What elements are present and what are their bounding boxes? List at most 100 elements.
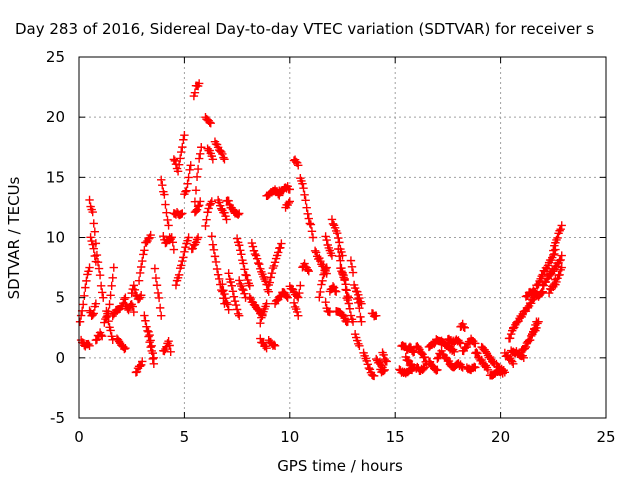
data-point [146,230,155,240]
data-point [204,204,213,213]
data-point [419,364,428,373]
data-point [193,233,203,242]
data-point [348,317,358,326]
data-point [80,291,89,301]
data-point [404,356,414,366]
data-point [107,281,116,290]
data-point [84,267,93,276]
data-point [130,285,140,295]
data-point [185,165,194,175]
data-point [321,264,330,274]
data-point [100,318,109,327]
data-point [243,275,252,285]
data-point [462,342,472,352]
data-point [153,288,163,298]
data-point [213,270,223,279]
data-point [552,277,561,287]
data-point [154,293,164,303]
data-point [197,143,206,152]
data-point [161,200,170,209]
data-point [557,221,566,230]
data-point [221,211,230,221]
data-point [166,347,175,357]
data-point [194,154,204,163]
data-point [219,286,228,295]
data-point [158,181,167,190]
data-point [91,257,101,266]
data-point [298,179,307,188]
data-point [96,330,106,340]
data-point [285,185,294,194]
y-tick-label: 15 [46,168,65,186]
data-point [89,219,98,228]
data-point [190,88,200,97]
data-point [132,367,142,376]
data-point [459,322,468,332]
data-point [534,317,543,326]
data-point [256,334,265,343]
data-point [330,223,340,233]
data-point [222,215,231,224]
data-point [471,339,480,348]
data-point [242,271,251,280]
data-point [331,287,341,296]
data-point [362,356,371,366]
data-point [193,202,203,211]
data-point [181,242,190,252]
data-point [224,196,233,205]
data-point [235,311,244,320]
data-point [194,79,204,88]
data-point [433,365,442,375]
data-point [109,263,118,272]
data-point [231,300,241,310]
data-point [129,307,139,317]
data-point [196,149,205,159]
data-point [134,276,144,285]
data-point [179,253,188,262]
data-point [167,233,176,242]
data-point [344,299,354,308]
data-point [304,214,313,223]
data-point [168,238,178,247]
data-point [102,306,111,316]
data-point [178,256,187,266]
data-point [316,256,325,266]
data-point [203,208,212,217]
data-point [289,298,299,308]
data-point [91,239,101,248]
data-point [248,242,258,251]
data-point [334,233,343,243]
data-point [136,262,146,272]
data-point [317,280,326,289]
data-point [128,302,137,311]
data-point [239,259,248,268]
data-point [372,311,381,320]
data-point [227,281,237,290]
data-point [143,326,152,336]
data-point [240,265,249,274]
data-point [170,156,180,166]
data-point [255,260,264,269]
data-point [86,233,95,242]
data-point [191,186,201,195]
data-point [307,227,317,236]
data-point [236,246,245,255]
data-point [296,281,305,290]
x-tick-label: 0 [74,428,84,446]
data-point [282,292,291,301]
y-tick-label: 20 [46,108,65,126]
data-point [284,198,293,208]
data-point [180,247,189,256]
data-point [207,151,217,161]
data-point [194,201,204,210]
data-point [239,286,248,295]
data-point [177,147,186,157]
data-point [455,338,464,347]
data-point [342,286,351,295]
data-point [157,311,166,320]
data-point [202,215,211,224]
data-point [224,305,233,314]
data-point [335,238,344,247]
data-point [538,287,547,296]
data-point [86,202,95,211]
